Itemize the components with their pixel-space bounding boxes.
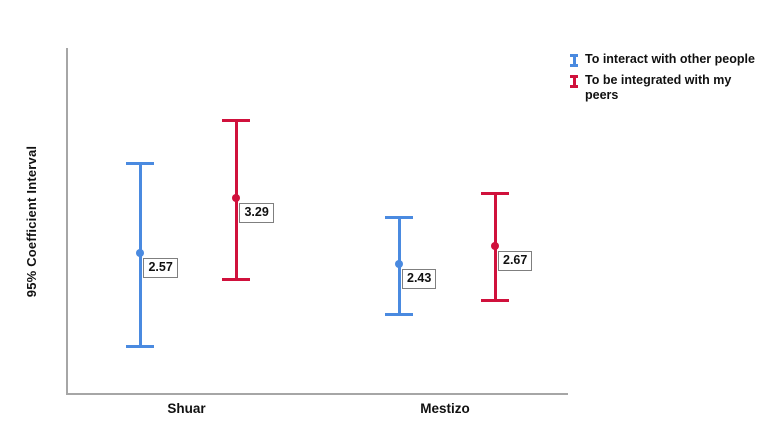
value-label-mestizo-interact: 2.43 — [402, 269, 437, 290]
x-axis-labels: Shuar Mestizo — [0, 401, 763, 423]
errorbar-icon-red — [570, 75, 578, 88]
mean-marker — [136, 249, 145, 258]
value-label-mestizo-integrated: 2.67 — [498, 250, 533, 271]
errorbar-icon-stem — [572, 76, 576, 87]
error-bar-cap-bottom — [481, 298, 509, 302]
error-bar-cap-bottom — [222, 277, 251, 281]
legend-item-interact: To interact with other people — [570, 52, 762, 67]
legend-item-integrated: To be integrated with my peers — [570, 73, 762, 103]
errorbar-icon-blue — [570, 54, 578, 67]
x-category-label-shuar: Shuar — [167, 401, 206, 416]
mean-marker — [395, 260, 403, 269]
errorbar-icon-cap — [570, 64, 578, 67]
error-bar-cap-bottom — [385, 313, 413, 317]
error-bar-shuar-interact — [126, 162, 155, 349]
x-category-label-mestizo: Mestizo — [420, 401, 470, 416]
y-axis-title: 95% Coefficient Interval — [24, 145, 40, 298]
mean-marker — [491, 241, 499, 250]
error-bar-mestizo-interact — [385, 215, 413, 317]
error-bar-shuar-integrated — [222, 119, 251, 281]
legend-label-interact: To interact with other people — [585, 52, 755, 66]
mean-marker — [232, 194, 241, 203]
y-axis-title-wrap: 95% Coefficient Interval — [12, 48, 52, 395]
errorbar-icon-stem — [572, 55, 576, 66]
error-bar-mestizo-integrated — [481, 192, 509, 302]
legend: To interact with other people To be inte… — [570, 52, 762, 103]
errorbar-icon-cap — [570, 85, 578, 88]
legend-label-integrated: To be integrated with my peers — [585, 73, 732, 102]
error-bar-cap-bottom — [126, 345, 155, 349]
plot-area: 2.57 2.43 3.29 2.67 — [66, 48, 568, 395]
value-label-shuar-interact: 2.57 — [143, 258, 178, 279]
value-label-shuar-integrated: 3.29 — [239, 203, 274, 224]
